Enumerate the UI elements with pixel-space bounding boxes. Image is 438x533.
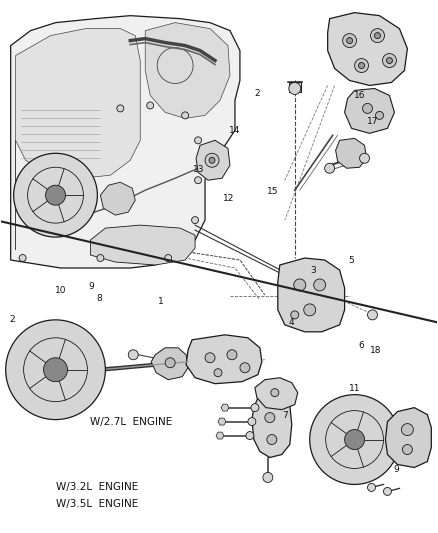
Polygon shape [221, 404, 229, 411]
Circle shape [6, 320, 106, 419]
Circle shape [214, 369, 222, 377]
Circle shape [182, 112, 189, 119]
Circle shape [375, 111, 384, 119]
Circle shape [165, 358, 175, 368]
Circle shape [14, 154, 97, 237]
Polygon shape [186, 335, 262, 384]
Circle shape [289, 83, 301, 94]
Text: 5: 5 [348, 256, 353, 264]
Text: 9: 9 [394, 465, 399, 474]
Circle shape [263, 472, 273, 482]
Circle shape [248, 417, 256, 425]
Circle shape [367, 310, 378, 320]
Text: 15: 15 [267, 187, 279, 196]
Polygon shape [100, 182, 135, 215]
Text: 8: 8 [97, 294, 102, 303]
Polygon shape [336, 139, 367, 168]
Circle shape [310, 394, 399, 484]
Text: W/3.5L  ENGINE: W/3.5L ENGINE [56, 499, 138, 510]
Text: 3: 3 [311, 266, 316, 275]
Circle shape [345, 430, 364, 449]
Circle shape [346, 38, 353, 44]
Circle shape [314, 279, 326, 291]
Polygon shape [252, 387, 292, 457]
Text: 9: 9 [88, 282, 94, 291]
Circle shape [209, 157, 215, 163]
Circle shape [359, 62, 364, 69]
Circle shape [191, 216, 198, 224]
Text: 7: 7 [283, 411, 288, 420]
Circle shape [97, 255, 104, 262]
Circle shape [19, 255, 26, 262]
Polygon shape [151, 348, 188, 379]
Polygon shape [255, 378, 298, 410]
Text: 14: 14 [229, 126, 240, 135]
Circle shape [251, 403, 259, 411]
Text: 1: 1 [158, 296, 164, 305]
Circle shape [147, 102, 154, 109]
Text: 2: 2 [255, 89, 261, 98]
Polygon shape [218, 418, 226, 425]
Circle shape [46, 185, 66, 205]
Text: 18: 18 [370, 346, 381, 355]
Polygon shape [11, 15, 240, 268]
Text: 11: 11 [349, 384, 360, 393]
Circle shape [117, 105, 124, 112]
Polygon shape [196, 140, 230, 180]
Circle shape [271, 389, 279, 397]
Circle shape [401, 424, 413, 435]
Polygon shape [90, 225, 195, 265]
Polygon shape [328, 13, 407, 85]
Circle shape [157, 47, 193, 84]
Circle shape [205, 154, 219, 167]
Text: 6: 6 [359, 341, 364, 350]
Circle shape [367, 483, 375, 491]
Circle shape [382, 53, 396, 68]
Circle shape [265, 413, 275, 423]
Circle shape [43, 358, 67, 382]
Text: W/3.2L  ENGINE: W/3.2L ENGINE [56, 482, 138, 492]
Polygon shape [145, 22, 230, 118]
Circle shape [246, 432, 254, 440]
Polygon shape [278, 258, 345, 332]
Text: 10: 10 [55, 286, 67, 295]
Circle shape [363, 103, 372, 114]
Circle shape [128, 350, 138, 360]
Polygon shape [385, 408, 431, 467]
Text: 4: 4 [289, 318, 294, 327]
Circle shape [205, 353, 215, 363]
Circle shape [325, 163, 335, 173]
Circle shape [384, 487, 392, 495]
Text: W/2.7L  ENGINE: W/2.7L ENGINE [90, 417, 173, 426]
Polygon shape [345, 88, 395, 133]
Circle shape [360, 154, 370, 163]
Circle shape [304, 304, 316, 316]
Polygon shape [16, 29, 140, 250]
Text: 16: 16 [354, 91, 366, 100]
Circle shape [194, 137, 201, 144]
Circle shape [291, 311, 299, 319]
Circle shape [165, 255, 172, 262]
Circle shape [386, 58, 392, 63]
Polygon shape [216, 432, 224, 439]
Circle shape [240, 363, 250, 373]
Circle shape [227, 350, 237, 360]
Circle shape [355, 59, 368, 72]
Text: 13: 13 [193, 165, 204, 174]
Circle shape [403, 445, 413, 455]
Text: 17: 17 [367, 117, 379, 126]
Circle shape [194, 177, 201, 184]
Circle shape [294, 279, 306, 291]
Circle shape [374, 33, 381, 38]
Circle shape [267, 434, 277, 445]
Circle shape [371, 29, 385, 43]
FancyBboxPatch shape [289, 83, 301, 92]
Text: 2: 2 [10, 315, 15, 324]
Circle shape [343, 34, 357, 47]
Text: 12: 12 [223, 194, 235, 203]
